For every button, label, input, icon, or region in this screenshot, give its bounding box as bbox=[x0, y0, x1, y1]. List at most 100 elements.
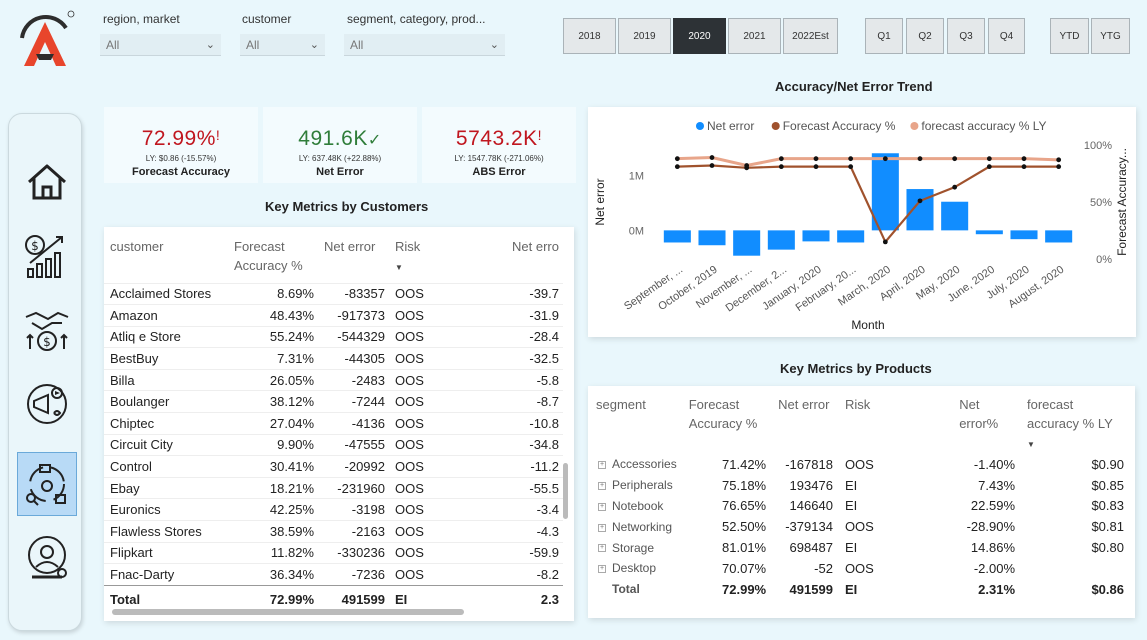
table-row[interactable]: Boulanger 38.12% -7244 OOS -8.7 bbox=[104, 390, 563, 413]
cell-forecast-accuracy: 71.42% bbox=[722, 456, 767, 472]
customer-dropdown[interactable]: All ⌄ bbox=[240, 34, 325, 56]
legend-marker-0 bbox=[696, 122, 704, 130]
table-row[interactable]: Atliq e Store 55.24% -544329 OOS -28.4 bbox=[104, 325, 563, 348]
expand-icon[interactable]: + bbox=[598, 523, 606, 532]
cell-forecast-accuracy: 30.41% bbox=[228, 455, 318, 478]
cell-customer: Chiptec bbox=[104, 412, 228, 435]
cell-forecast-accuracy: 81.01% bbox=[722, 540, 767, 556]
table-row[interactable]: + Networking 52.50% -379134 OOS -28.90% $0.81 bbox=[588, 516, 1128, 537]
table-row[interactable]: Billa 26.05% -2483 OOS -5.8 bbox=[104, 368, 563, 391]
expand-icon[interactable]: + bbox=[598, 544, 606, 553]
cell-customer: Circuit City bbox=[104, 433, 228, 456]
y2-tick-label: 50% bbox=[1090, 197, 1112, 209]
y-axis-title: Net error bbox=[593, 178, 607, 225]
quarter-button-q4[interactable]: Q4 bbox=[988, 18, 1025, 54]
expand-icon[interactable]: + bbox=[598, 461, 606, 470]
column-header-net-error-pct[interactable]: Net erro bbox=[512, 239, 559, 254]
line-point bbox=[952, 156, 958, 162]
y-tick-label: 1M bbox=[629, 170, 644, 182]
cell-forecast-accuracy: 18.21% bbox=[228, 476, 318, 499]
segment-category-dropdown[interactable]: All ⌄ bbox=[344, 34, 505, 56]
cell-forecast-accuracy: 72.99% bbox=[228, 584, 318, 614]
quarter-button-q1[interactable]: Q1 bbox=[865, 18, 903, 54]
cell-net-error-pct: -11.2 bbox=[493, 455, 563, 478]
column-header-customer[interactable]: customer bbox=[110, 239, 164, 254]
region-market-value: All bbox=[106, 37, 120, 52]
cell-net-error: -47555 bbox=[318, 433, 389, 456]
table-row[interactable]: Flawless Stores 38.59% -2163 OOS -4.3 bbox=[104, 520, 563, 543]
column-header-segment[interactable]: segment bbox=[596, 397, 646, 412]
table-row[interactable]: Circuit City 9.90% -47555 OOS -34.8 bbox=[104, 433, 563, 456]
table-row[interactable]: Flipkart 11.82% -330236 OOS -59.9 bbox=[104, 541, 563, 564]
nav-finance-button[interactable]: $ bbox=[17, 224, 77, 288]
table-row[interactable]: + Peripherals 75.18% 193476 EI 7.43% $0.85 bbox=[588, 475, 1128, 496]
legend-marker-1 bbox=[771, 122, 780, 130]
quarter-button-q3[interactable]: Q3 bbox=[947, 18, 985, 54]
net-error-bar bbox=[1045, 230, 1073, 243]
table-row[interactable]: + Storage 81.01% 698487 EI 14.86% $0.80 bbox=[588, 537, 1128, 558]
filter-label-customer: customer bbox=[242, 12, 292, 26]
nav-marketing-button[interactable] bbox=[17, 372, 77, 436]
cell-net-error: -3198 bbox=[318, 498, 389, 521]
left-navigation: $ $ bbox=[8, 113, 82, 631]
column-header-forecast-accuracy[interactable]: Forecast Accuracy % bbox=[234, 239, 303, 273]
table-row[interactable]: Ebay 18.21% -231960 OOS -55.5 bbox=[104, 476, 563, 499]
expand-icon[interactable]: + bbox=[598, 502, 606, 511]
table-row[interactable]: + Notebook 76.65% 146640 EI 22.59% $0.83 bbox=[588, 496, 1128, 517]
column-header-net-error-pct[interactable]: Net error% bbox=[959, 397, 999, 431]
year-button-2018[interactable]: 2018 bbox=[563, 18, 616, 54]
line-forecast-accuracy-ly bbox=[677, 156, 1059, 168]
segment-label: Storage bbox=[612, 540, 655, 555]
cell-net-error: -20992 bbox=[318, 455, 389, 478]
vertical-scrollbar[interactable] bbox=[563, 463, 568, 519]
cell-forecast-accuracy: 36.34% bbox=[228, 563, 318, 586]
table-row[interactable]: Chiptec 27.04% -4136 OOS -10.8 bbox=[104, 412, 563, 435]
horizontal-scrollbar[interactable] bbox=[112, 609, 464, 615]
column-header-forecast-accuracy[interactable]: Forecast Accuracy % bbox=[688, 397, 758, 431]
quarter-button-q2[interactable]: Q2 bbox=[906, 18, 944, 54]
column-header-net-error[interactable]: Net error bbox=[324, 239, 376, 254]
cell-accuracy-ly: $0.83 bbox=[1091, 498, 1124, 514]
table-row[interactable]: Euronics 42.25% -3198 OOS -3.4 bbox=[104, 498, 563, 521]
column-header-risk[interactable]: Risk ▼ bbox=[395, 239, 421, 272]
cell-segment: + Accessories bbox=[588, 454, 681, 475]
column-header-net-error[interactable]: Net error bbox=[778, 397, 830, 412]
period-button-ytg[interactable]: YTG bbox=[1091, 18, 1130, 54]
cell-net-error: -4136 bbox=[318, 412, 389, 435]
cell-net-error-pct: -39.7 bbox=[493, 282, 563, 305]
cell-accuracy-ly: $0.86 bbox=[1091, 581, 1124, 597]
nav-supply-chain-button[interactable] bbox=[17, 452, 77, 516]
table-row[interactable]: BestBuy 7.31% -44305 OOS -32.5 bbox=[104, 347, 563, 370]
column-header-risk[interactable]: Risk bbox=[844, 397, 871, 412]
products-table-title: Key Metrics by Products bbox=[780, 361, 932, 376]
table-row[interactable]: Control 30.41% -20992 OOS -11.2 bbox=[104, 455, 563, 478]
cell-risk: OOS bbox=[844, 560, 874, 576]
cell-net-error-pct: 22.59% bbox=[970, 498, 1016, 514]
table-row[interactable]: Amazon 48.43% -917373 OOS -31.9 bbox=[104, 304, 563, 327]
region-market-dropdown[interactable]: All ⌄ bbox=[100, 34, 221, 56]
table-row[interactable]: Fnac-Darty 36.34% -7236 OOS -8.2 bbox=[104, 563, 563, 586]
expand-icon[interactable]: + bbox=[598, 565, 606, 574]
table-total-row[interactable]: Total 72.99% 491599 EI 2.3 bbox=[104, 584, 563, 614]
cell-risk: OOS bbox=[389, 390, 493, 413]
column-header-accuracy-ly[interactable]: forecast accuracy % LY ▼ bbox=[1027, 397, 1113, 449]
year-button-2022est[interactable]: 2022Est bbox=[783, 18, 838, 54]
cell-net-error: -231960 bbox=[318, 476, 389, 499]
year-button-2021[interactable]: 2021 bbox=[728, 18, 781, 54]
nav-sales-button[interactable]: $ bbox=[17, 298, 77, 362]
cell-accuracy-ly: $0.85 bbox=[1091, 477, 1124, 493]
cell-customer: BestBuy bbox=[104, 347, 228, 370]
table-row[interactable]: + Desktop 70.07% -52 OOS -2.00% bbox=[588, 558, 1128, 579]
cell-net-error-pct: -8.7 bbox=[493, 390, 563, 413]
nav-executive-button[interactable] bbox=[17, 526, 77, 590]
table-row[interactable]: + Accessories 71.42% -167818 OOS -1.40% $0.90 bbox=[588, 454, 1128, 475]
table-total-row[interactable]: Total 72.99% 491599 EI 2.31% $0.86 bbox=[588, 579, 1128, 600]
period-button-ytd[interactable]: YTD bbox=[1050, 18, 1089, 54]
expand-icon[interactable]: + bbox=[598, 482, 606, 491]
nav-home-button[interactable] bbox=[17, 150, 77, 214]
year-button-2019[interactable]: 2019 bbox=[618, 18, 671, 54]
chart-title: Accuracy/Net Error Trend bbox=[775, 79, 933, 94]
segment-category-value: All bbox=[350, 37, 364, 52]
table-row[interactable]: Acclaimed Stores 8.69% -83357 OOS -39.7 bbox=[104, 282, 563, 305]
year-button-2020[interactable]: 2020 bbox=[673, 18, 726, 54]
